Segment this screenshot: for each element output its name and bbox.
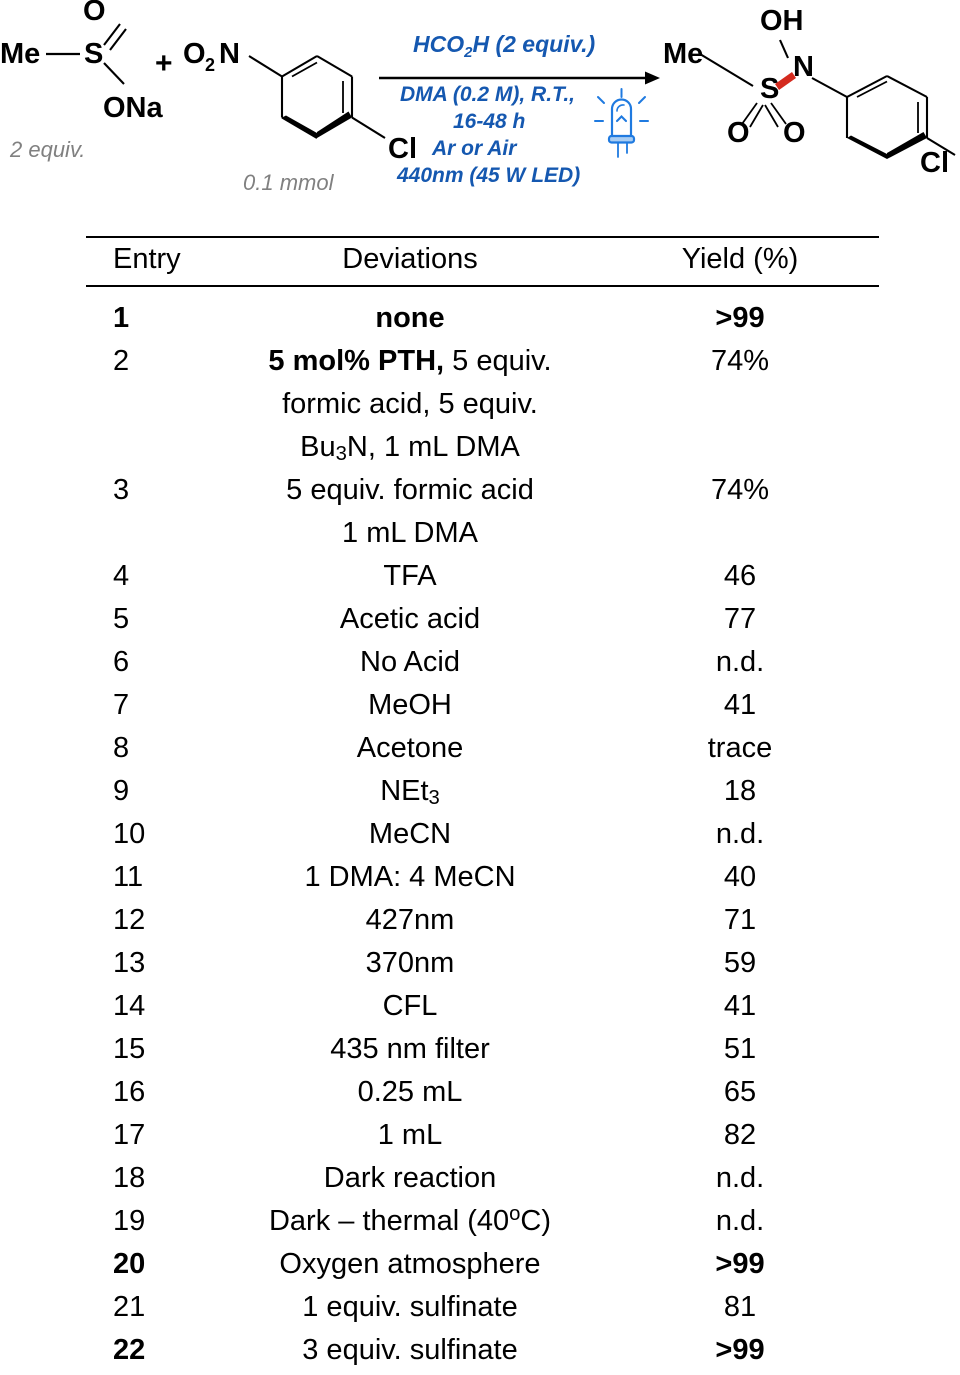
svg-text:N: N <box>219 38 240 70</box>
svg-text:O: O <box>727 117 750 149</box>
svg-text:Ar or Air: Ar or Air <box>431 137 518 160</box>
svg-text:HCO2H (2 equiv.): HCO2H (2 equiv.) <box>413 31 595 61</box>
svg-text:S: S <box>84 38 103 70</box>
svg-text:0.1 mmol: 0.1 mmol <box>243 170 335 195</box>
svg-text:Cl: Cl <box>388 133 417 165</box>
svg-text:16-48 h: 16-48 h <box>453 110 525 133</box>
svg-text:O: O <box>783 117 806 149</box>
svg-text:O: O <box>83 0 106 27</box>
svg-text:O: O <box>183 38 206 70</box>
svg-text:440nm (45 W LED): 440nm (45 W LED) <box>396 164 580 187</box>
svg-text:2: 2 <box>205 55 215 75</box>
svg-text:Me: Me <box>0 38 40 70</box>
svg-text:+: + <box>155 47 173 80</box>
svg-text:OH: OH <box>760 5 804 37</box>
svg-text:Me: Me <box>663 38 703 70</box>
svg-text:DMA (0.2 M), R.T.,: DMA (0.2 M), R.T., <box>400 83 575 106</box>
svg-text:N: N <box>793 51 814 83</box>
svg-text:ONa: ONa <box>103 92 164 124</box>
svg-text:2 equiv.: 2 equiv. <box>9 137 85 162</box>
svg-text:Cl: Cl <box>920 147 949 179</box>
svg-text:S: S <box>760 73 779 105</box>
